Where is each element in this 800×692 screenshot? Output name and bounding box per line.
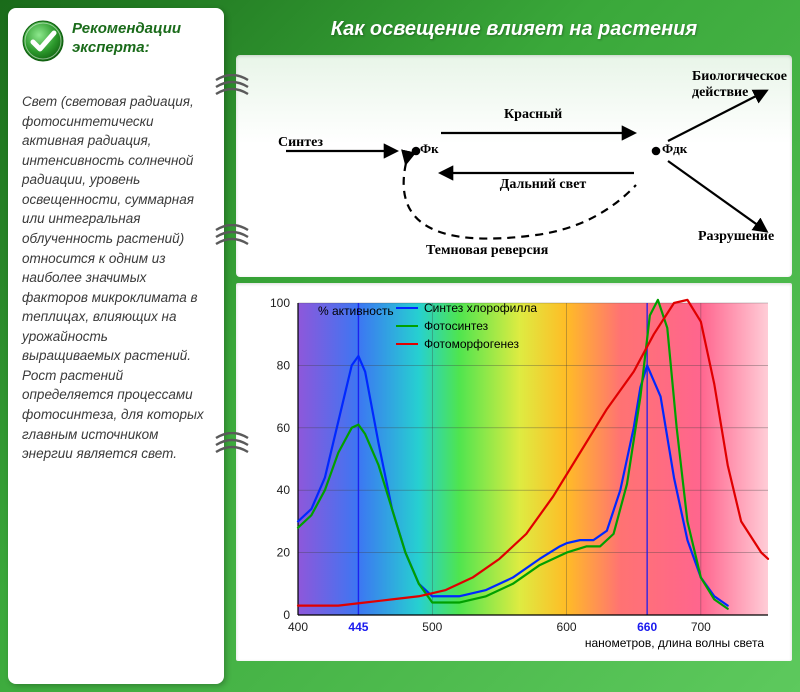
checkmark-icon [22, 20, 64, 62]
chart-panel: 020406080100400445500600660700% активнос… [236, 283, 792, 661]
diagram-label-krasnyj: Красный [504, 107, 562, 123]
diagram-label-sintez: Синтез [278, 135, 323, 151]
svg-text:400: 400 [288, 620, 308, 634]
sidebar-header: Рекомендации эксперта: [22, 20, 210, 62]
main-title: Как освещение влияет на растения [236, 8, 792, 55]
diagram-label-fdk: Фдк [662, 141, 687, 157]
svg-text:80: 80 [277, 358, 291, 372]
legend-item: Фотосинтез [396, 317, 537, 335]
svg-text:700: 700 [691, 620, 711, 634]
legend-swatch [396, 343, 418, 346]
sidebar: Рекомендации эксперта: Свет (световая ра… [8, 8, 224, 684]
legend-swatch [396, 325, 418, 328]
diagram-label-fk: Фк [420, 141, 439, 157]
spiral-binder [214, 74, 250, 100]
legend-label: Фотосинтез [424, 317, 488, 335]
svg-text:445: 445 [348, 620, 368, 634]
legend-item: Фотоморфогенез [396, 335, 537, 353]
main: Как освещение влияет на растения [236, 8, 792, 684]
legend-label: Синтез хлорофилла [424, 299, 537, 317]
diagram-label-temnovaya: Темновая реверсия [426, 243, 548, 259]
svg-text:40: 40 [277, 483, 291, 497]
svg-text:600: 600 [557, 620, 577, 634]
diagram-panel: Синтез Фк Фдк Красный Дальний свет Темно… [236, 55, 792, 277]
svg-text:нанометров, длина волны света: нанометров, длина волны света [585, 636, 764, 650]
legend-label: Фотоморфогенез [424, 335, 519, 353]
diagram-label-bio: Биологическое действие [692, 69, 792, 101]
svg-text:20: 20 [277, 546, 291, 560]
legend-item: Синтез хлорофилла [396, 299, 537, 317]
svg-text:60: 60 [277, 421, 291, 435]
legend-swatch [396, 307, 418, 310]
sidebar-body: Свет (световая радиация, фотосинтетическ… [22, 92, 210, 464]
diagram-label-dalnij: Дальний свет [498, 177, 588, 193]
sidebar-title: Рекомендации эксперта: [72, 20, 210, 58]
spiral-binder [214, 224, 250, 250]
svg-text:660: 660 [637, 620, 657, 634]
svg-text:500: 500 [422, 620, 442, 634]
diagram-label-razrush: Разрушение [698, 229, 774, 245]
svg-text:100: 100 [270, 296, 290, 310]
chart-legend: Синтез хлорофилла Фотосинтез Фотоморфоге… [396, 299, 537, 353]
spiral-binder [214, 432, 250, 458]
svg-text:% активность: % активность [318, 304, 394, 318]
page-root: Рекомендации эксперта: Свет (световая ра… [0, 0, 800, 692]
